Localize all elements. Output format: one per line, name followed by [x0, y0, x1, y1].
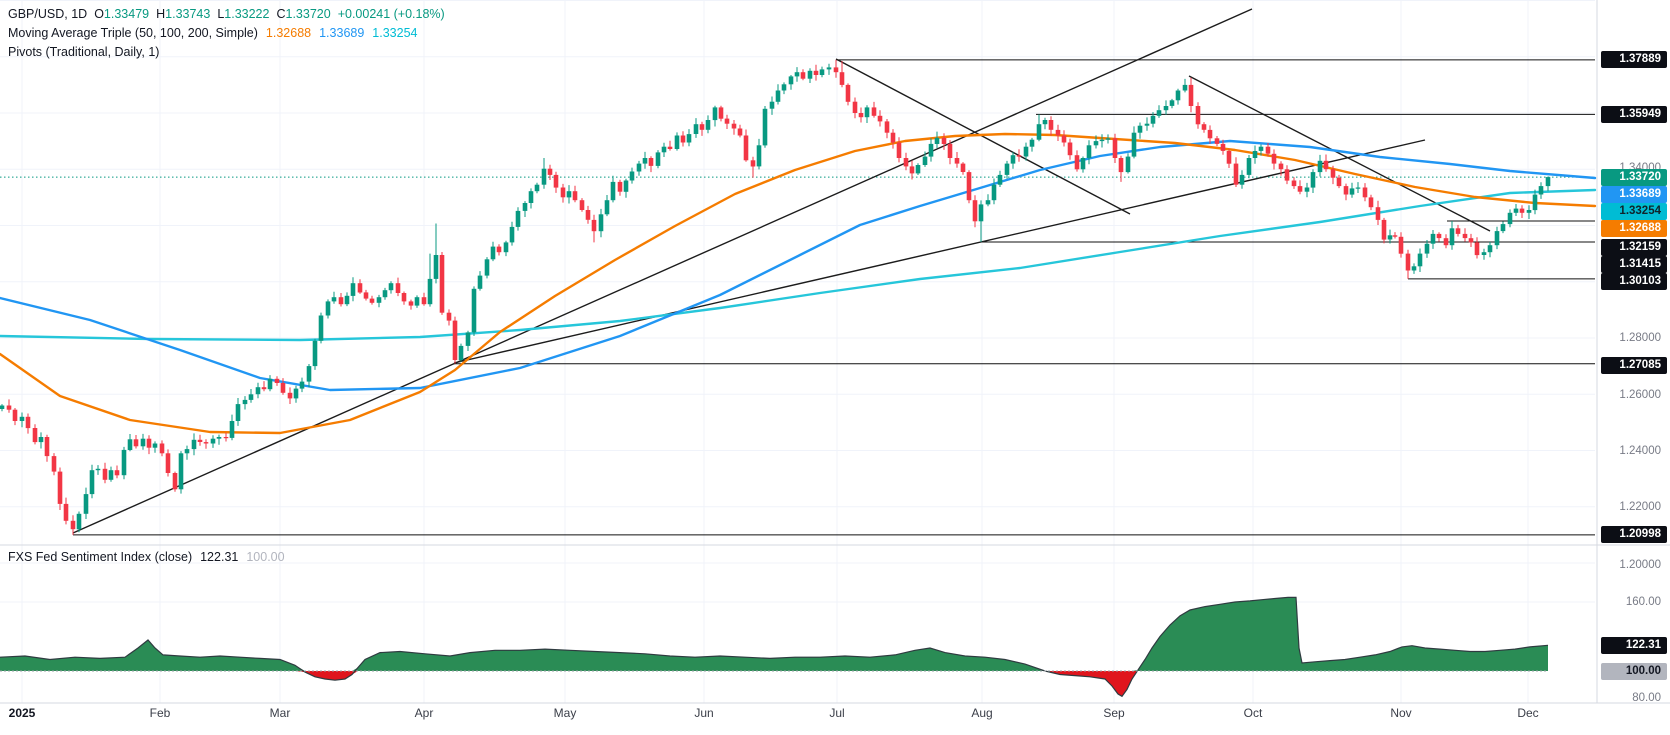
time-label-month: Apr	[414, 706, 434, 720]
close-label: C	[276, 7, 286, 21]
time-label-year: 2025	[8, 706, 36, 720]
price-tick-label: 1.24000	[1619, 444, 1661, 457]
time-label-month: Oct	[1243, 706, 1263, 720]
time-label-month: Sep	[1103, 706, 1125, 720]
time-label-month: Jun	[694, 706, 714, 720]
ma100-value: 1.33689	[319, 26, 365, 40]
symbol-legend-row[interactable]: GBP/USD, 1D O1.33479 H1.33743 L1.33222 C1.33…	[8, 5, 445, 24]
price-level-label: 1.37889	[1601, 50, 1667, 68]
symbol-title: GBP/USD, 1D	[8, 7, 88, 21]
sentiment-indicator-label: FXS Fed Sentiment Index (close)	[8, 550, 193, 564]
ma-legend-row[interactable]: Moving Average Triple (50, 100, 200, Sim…	[8, 24, 445, 43]
change-value: +0.00241 (+0.18%)	[337, 7, 445, 21]
sentiment-tick-label: 80.00	[1632, 691, 1661, 704]
sentiment-level-label: 122.31	[1601, 636, 1667, 654]
price-level-label: 1.20998	[1601, 525, 1667, 543]
open-value: 1.33479	[103, 7, 150, 21]
price-level-label: 1.35949	[1601, 105, 1667, 123]
time-label-month: Aug	[971, 706, 993, 720]
chart-legend: GBP/USD, 1D O1.33479 H1.33743 L1.33222 C1.33…	[8, 5, 445, 62]
time-label-month: Jul	[829, 706, 845, 720]
sentiment-tick-label: 160.00	[1625, 595, 1661, 608]
pivots-indicator-label: Pivots (Traditional, Daily, 1)	[8, 45, 160, 59]
pivots-legend-row[interactable]: Pivots (Traditional, Daily, 1)	[8, 43, 445, 62]
time-label-month: Nov	[1390, 706, 1412, 720]
time-label-month: Mar	[269, 706, 291, 720]
price-level-label: 1.32688	[1601, 219, 1667, 237]
sentiment-level-label: 100.00	[1601, 662, 1667, 680]
price-level-label: 1.31415	[1601, 255, 1667, 273]
price-tick-label: 1.20000	[1619, 558, 1661, 571]
price-level-label: 1.33689	[1601, 185, 1667, 203]
high-value: 1.33743	[165, 7, 211, 21]
close-value: 1.33720	[285, 7, 331, 21]
open-label: O	[94, 7, 104, 21]
sentiment-value: 122.31	[200, 550, 239, 564]
ma200-value: 1.33254	[372, 26, 418, 40]
ma-indicator-label: Moving Average Triple (50, 100, 200, Sim…	[8, 26, 258, 40]
low-value: 1.33222	[224, 7, 270, 21]
price-tick-label: 1.28000	[1619, 331, 1661, 344]
low-label: L	[217, 7, 225, 21]
sentiment-legend-row[interactable]: FXS Fed Sentiment Index (close) 122.31 100…	[8, 550, 285, 564]
sentiment-baseline-value: 100.00	[246, 550, 285, 564]
time-label-month: May	[553, 706, 577, 720]
time-label-month: Dec	[1517, 706, 1539, 720]
price-level-label: 1.33254	[1601, 202, 1667, 220]
price-level-label: 1.30103	[1601, 272, 1667, 290]
price-tick-label: 1.22000	[1619, 500, 1661, 513]
price-level-label: 1.27085	[1601, 356, 1667, 374]
price-tick-label: 1.26000	[1619, 388, 1661, 401]
price-level-label: 1.32159	[1601, 238, 1667, 256]
time-label-month: Feb	[149, 706, 171, 720]
price-level-label: 1.33720	[1601, 168, 1667, 186]
high-label: H	[156, 7, 166, 21]
ma50-value: 1.32688	[265, 26, 312, 40]
